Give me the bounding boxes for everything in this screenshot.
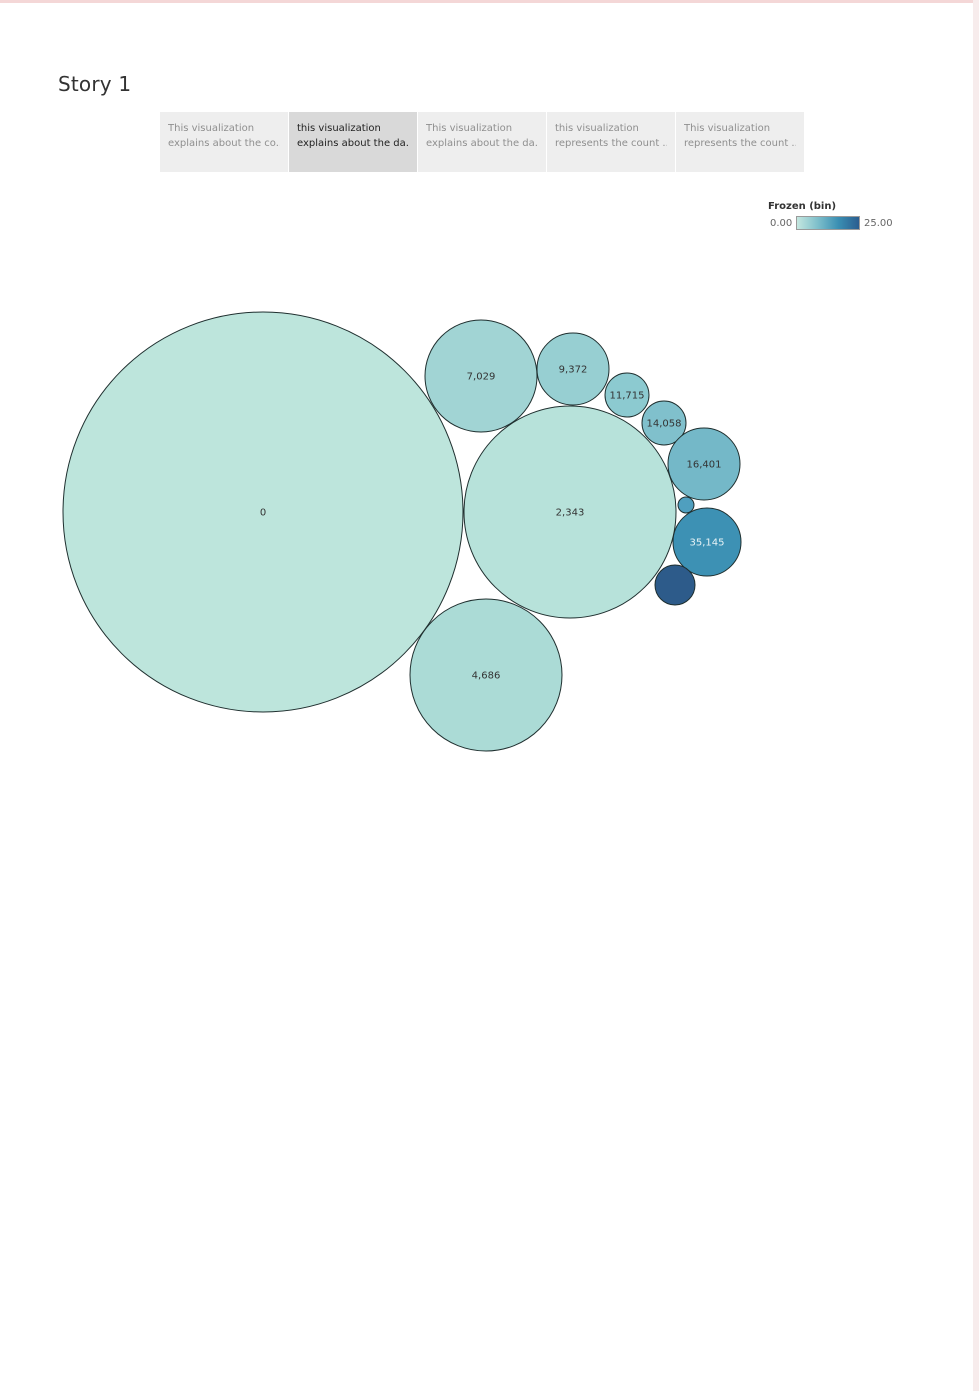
story-tab-4-line-2: represents the count .. xyxy=(555,138,667,149)
bubble-label-2343: 2,343 xyxy=(556,508,585,519)
bubble-0[interactable] xyxy=(62,311,464,713)
story-tab-3[interactable]: This visualization explains about the da… xyxy=(418,112,546,172)
color-legend: Frozen (bin) 0.00 25.00 xyxy=(766,200,906,236)
story-tab-2-line-1: this visualization xyxy=(297,123,381,134)
bubble-label-0: 0 xyxy=(260,508,266,519)
legend-title: Frozen (bin) xyxy=(768,201,837,212)
legend-min-label: 0.00 xyxy=(770,218,793,229)
legend-color-ramp xyxy=(796,216,860,230)
bubble-4686[interactable] xyxy=(409,598,563,752)
story-tab-2-line-2: explains about the da.. xyxy=(297,138,409,149)
bubble-label-11715: 11,715 xyxy=(610,391,645,402)
story-tab-4[interactable]: this visualization represents the count … xyxy=(547,112,675,172)
bubble-14058[interactable] xyxy=(641,400,687,446)
bubble-11715[interactable] xyxy=(604,372,650,418)
bubble-16401[interactable] xyxy=(667,427,741,501)
story-tab-4-line-1: this visualization xyxy=(555,123,639,134)
bubble-label-16401: 16,401 xyxy=(687,460,722,471)
story-tabs: This visualization explains about the co… xyxy=(160,112,805,172)
bubble-label-9372: 9,372 xyxy=(559,365,588,376)
story-tab-1-line-2: explains about the co.. xyxy=(168,138,280,149)
story-tab-5-line-1: This visualization xyxy=(684,123,771,134)
bubble-unlabeled-10[interactable] xyxy=(654,564,696,606)
story-tab-3-line-2: explains about the da.. xyxy=(426,138,538,149)
right-border xyxy=(973,0,979,1391)
story-tab-2[interactable]: this visualization explains about the da… xyxy=(289,112,417,172)
bubble-label-14058: 14,058 xyxy=(647,419,682,430)
bubble-label-4686: 4,686 xyxy=(472,671,501,682)
story-tab-1[interactable]: This visualization explains about the co… xyxy=(160,112,288,172)
story-tab-3-line-1: This visualization xyxy=(426,123,513,134)
bubble-9372[interactable] xyxy=(536,332,610,406)
bubble-35145[interactable] xyxy=(672,507,742,577)
top-border xyxy=(0,0,979,3)
bubble-unlabeled-8[interactable] xyxy=(677,496,695,514)
bubble-label-35145: 35,145 xyxy=(690,538,725,549)
story-tab-1-line-1: This visualization xyxy=(168,123,255,134)
story-tab-5-line-2: represents the count .. xyxy=(684,138,796,149)
story-title: Story 1 xyxy=(58,72,132,96)
bubble-label-7029: 7,029 xyxy=(467,372,496,383)
story-tab-5[interactable]: This visualization represents the count … xyxy=(676,112,804,172)
bubble-7029[interactable] xyxy=(424,319,538,433)
legend-max-label: 25.00 xyxy=(864,218,893,229)
bubble-2343[interactable] xyxy=(463,405,677,619)
